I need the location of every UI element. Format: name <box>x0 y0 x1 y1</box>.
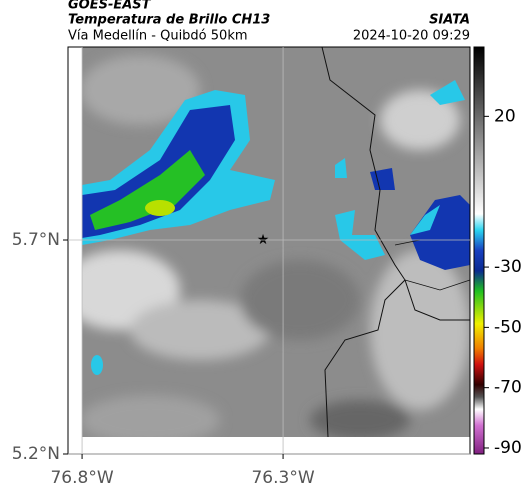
colorbar <box>473 46 485 455</box>
lon-tick-label: 76.8°W <box>50 468 113 488</box>
product: Temperatura de Brillo CH13 <box>68 13 270 28</box>
lon-tick-label: 76.3°W <box>251 468 314 488</box>
lat-tick-label: 5.7°N <box>12 230 60 250</box>
route: Vía Medellín - Quibdó 50km <box>68 29 248 44</box>
satellite: GOES-EAST <box>68 0 152 13</box>
timestamp: 2024-10-20 09:29 <box>353 29 470 44</box>
colorbar-tick-label: -50 <box>494 317 522 337</box>
colorbar-tick-label: -70 <box>494 378 522 398</box>
lat-tick-label: 5.2°N <box>12 444 60 464</box>
satellite-image: ★ <box>82 47 470 437</box>
colorbar-tick-label: -90 <box>494 438 522 458</box>
colorbar-tick-label: 20 <box>494 106 516 126</box>
header: GOES-EAST Temperatura de Brillo CH13 SIA… <box>68 0 470 44</box>
colorbar-tick-label: -30 <box>494 257 522 277</box>
source: SIATA <box>429 13 470 28</box>
